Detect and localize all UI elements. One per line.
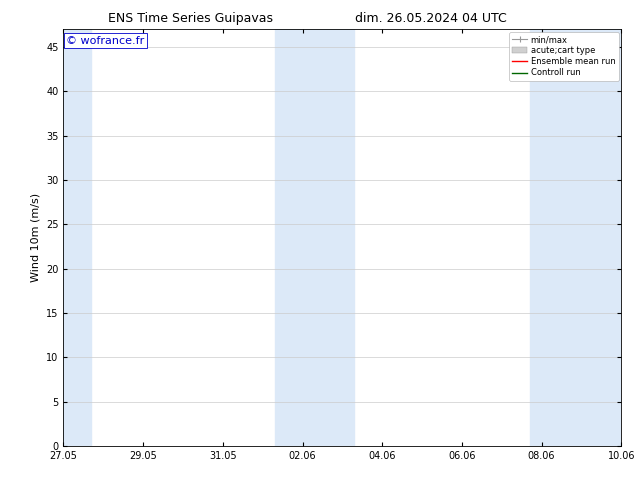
Text: dim. 26.05.2024 04 UTC: dim. 26.05.2024 04 UTC — [355, 12, 507, 25]
Legend: min/max, acute;cart type, Ensemble mean run, Controll run: min/max, acute;cart type, Ensemble mean … — [509, 32, 619, 81]
Y-axis label: Wind 10m (m/s): Wind 10m (m/s) — [30, 193, 41, 282]
Text: © wofrance.fr: © wofrance.fr — [66, 36, 145, 46]
Bar — [51, 29, 91, 446]
Bar — [275, 29, 354, 446]
Text: ENS Time Series Guipavas: ENS Time Series Guipavas — [108, 12, 273, 25]
Bar — [529, 29, 633, 446]
